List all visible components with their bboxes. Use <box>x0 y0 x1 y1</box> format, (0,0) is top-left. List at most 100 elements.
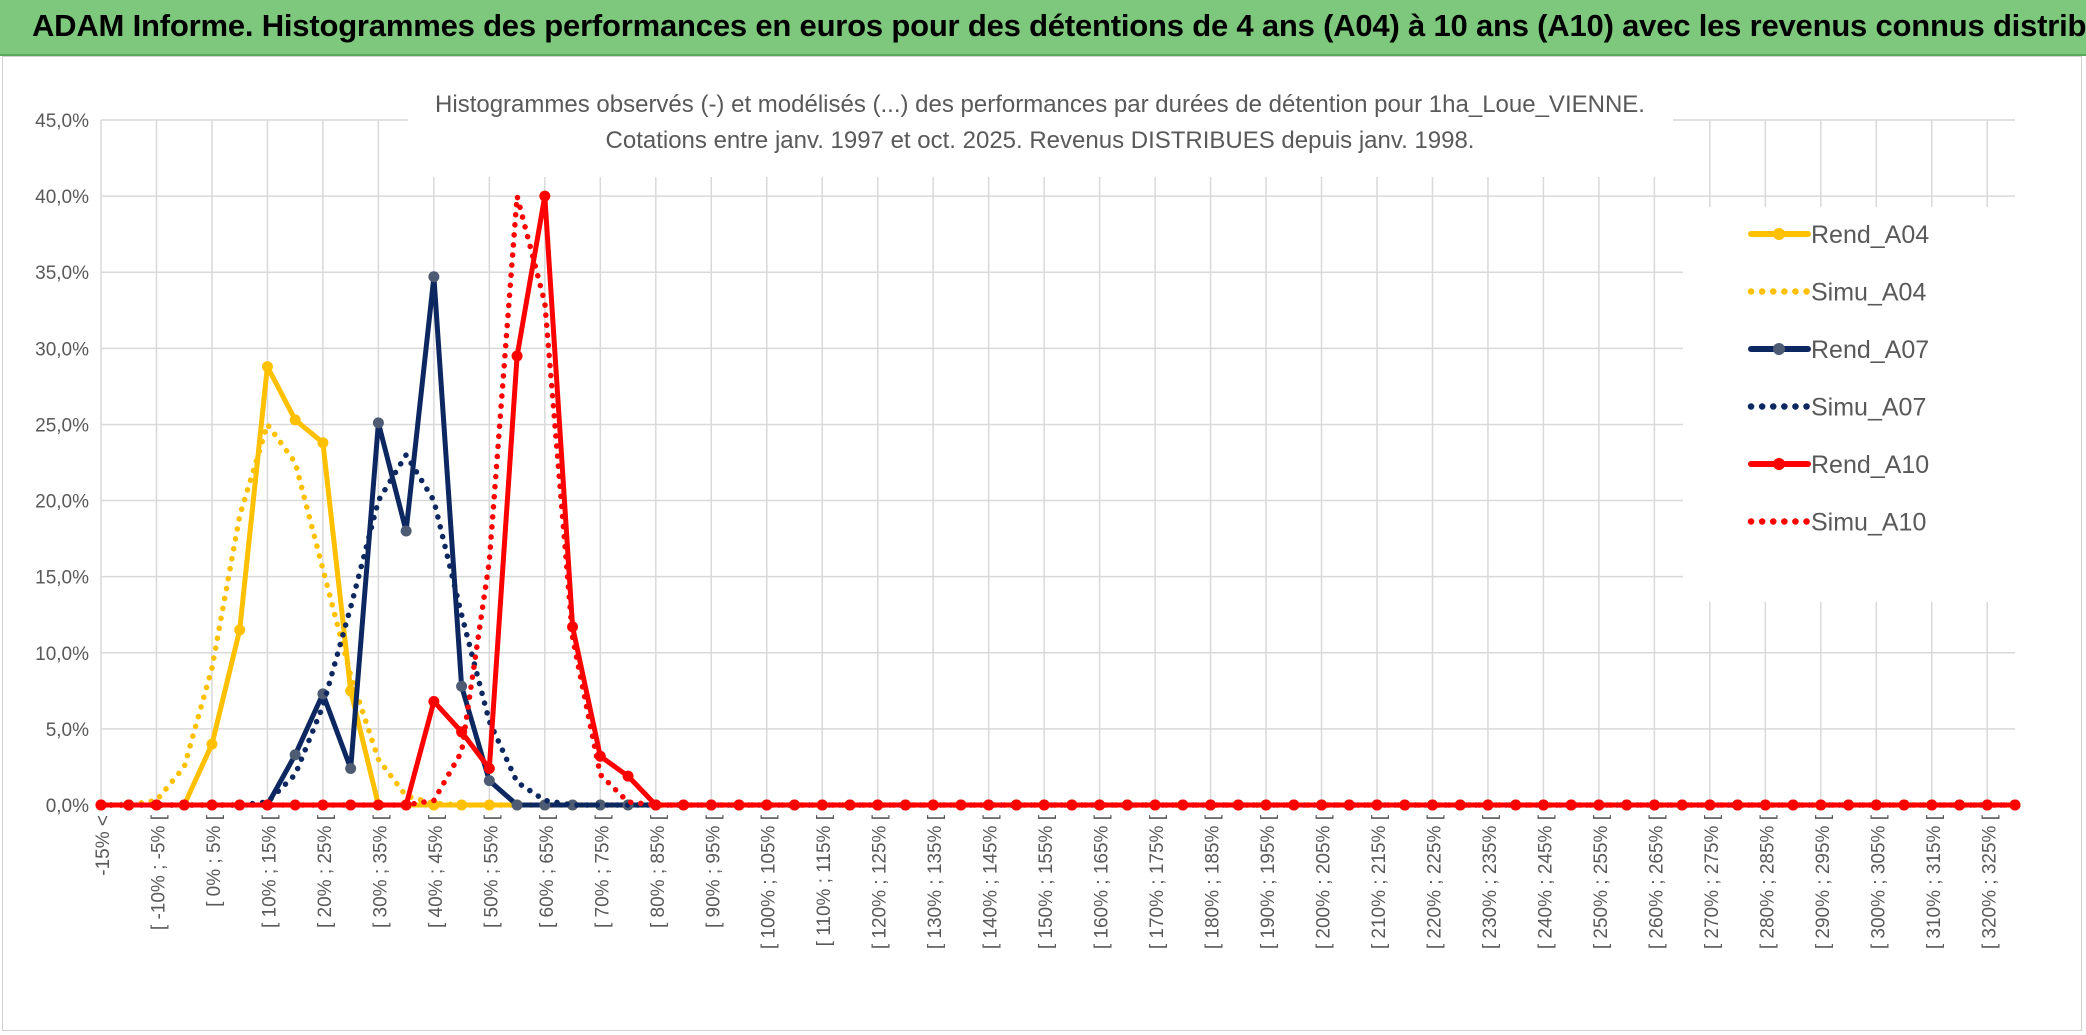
x-tick-label: [ 70% ; 75% [ <box>592 814 613 928</box>
data-point <box>567 799 579 811</box>
x-tick-label: [ 180% ; 185% [ <box>1203 814 1224 949</box>
data-point <box>345 762 357 774</box>
y-tick-label: 15,0% <box>35 568 89 589</box>
data-point <box>1510 799 1522 811</box>
data-point <box>483 762 495 774</box>
data-point <box>289 414 301 426</box>
data-point <box>1426 799 1438 811</box>
legend-label: Rend_A10 <box>1811 451 1929 479</box>
series-layer <box>95 190 2021 811</box>
x-tick-label: [ 140% ; 145% [ <box>981 814 1002 949</box>
data-point <box>345 799 357 811</box>
data-point <box>955 799 967 811</box>
y-tick-label: 40,0% <box>35 187 89 208</box>
legend-marker <box>1773 228 1785 240</box>
data-point <box>1621 799 1633 811</box>
legend-label: Rend_A07 <box>1811 336 1929 364</box>
legend-background <box>1683 207 2018 602</box>
x-tick-label: [ 240% ; 245% [ <box>1535 814 1556 949</box>
legend-label: Rend_A04 <box>1811 221 1929 249</box>
data-point <box>372 417 384 429</box>
data-point <box>345 685 357 697</box>
data-point <box>428 271 440 283</box>
data-point <box>650 799 662 811</box>
x-tick-label: -15% < <box>93 815 114 876</box>
data-point <box>372 799 384 811</box>
data-point <box>456 680 468 692</box>
data-point <box>1843 799 1855 811</box>
data-point <box>1648 799 1660 811</box>
data-point <box>428 695 440 707</box>
legend-marker <box>1773 343 1785 355</box>
y-tick-label: 10,0% <box>35 644 89 665</box>
data-point <box>1759 799 1771 811</box>
x-tick-label: [ 320% ; 325% [ <box>1979 814 2000 949</box>
x-tick-label: [ 20% ; 25% [ <box>315 814 336 928</box>
x-tick-label: [ 80% ; 85% [ <box>648 814 669 928</box>
chart-title-group: Histogrammes observés (-) et modélisés (… <box>408 79 1673 177</box>
series-rend-a10 <box>95 190 2021 811</box>
data-point <box>206 738 218 750</box>
y-tick-label: 25,0% <box>35 415 89 436</box>
x-tick-label: [ 30% ; 35% [ <box>370 814 391 928</box>
data-point <box>261 361 273 373</box>
data-point <box>1399 799 1411 811</box>
x-tick-label: [ 290% ; 295% [ <box>1813 814 1834 949</box>
y-tick-label: 20,0% <box>35 492 89 513</box>
x-tick-label: [ 90% ; 95% [ <box>703 814 724 928</box>
x-tick-label: [ 200% ; 205% [ <box>1314 814 1335 949</box>
data-point <box>150 799 162 811</box>
x-tick-label: [ 10% ; 15% [ <box>259 814 280 928</box>
x-tick-label: [ 280% ; 285% [ <box>1757 814 1778 949</box>
legend-marker <box>1773 458 1785 470</box>
y-tick-label: 5,0% <box>46 720 89 741</box>
data-point <box>539 190 551 202</box>
y-tick-label: 45,0% <box>35 111 89 132</box>
series-line <box>98 193 2018 808</box>
x-tick-label: [ 60% ; 65% [ <box>537 814 558 928</box>
data-point <box>1316 799 1328 811</box>
data-point <box>761 799 773 811</box>
data-point <box>1981 799 1993 811</box>
chart-subtitle: Cotations entre janv. 1997 et oct. 2025.… <box>606 127 1475 154</box>
data-point <box>400 525 412 537</box>
data-point <box>261 799 273 811</box>
data-point <box>1870 799 1882 811</box>
x-tick-label: [ 250% ; 255% [ <box>1591 814 1612 949</box>
x-tick-label: [ 210% ; 215% [ <box>1369 814 1390 949</box>
x-tick-label: [ 40% ; 45% [ <box>426 814 447 928</box>
data-point <box>483 775 495 787</box>
histogram-line-chart: 0,0% 5,0% 10,0% 15,0% 20,0% 25,0% 30,0% 35,0% 40… <box>35 79 2021 949</box>
x-tick-label: [ 220% ; 225% [ <box>1424 814 1445 949</box>
data-point <box>317 437 329 449</box>
chart-title: Histogrammes observés (-) et modélisés (… <box>435 91 1645 118</box>
data-point <box>594 799 606 811</box>
data-point <box>872 799 884 811</box>
y-axis-tick-labels: 0,0% 5,0% 10,0% 15,0% 20,0% 25,0% 30,0% 35,0% 40… <box>35 111 89 817</box>
data-point <box>1732 799 1744 811</box>
y-tick-label: 30,0% <box>35 339 89 360</box>
x-tick-label: [ 100% ; 105% [ <box>759 814 780 949</box>
y-tick-label: 35,0% <box>35 263 89 284</box>
data-point <box>1954 799 1966 811</box>
x-tick-label: [ 160% ; 165% [ <box>1092 814 1113 949</box>
x-tick-label: [ -10% ; -5% [ <box>148 814 169 930</box>
x-tick-label: [ 0% ; 5% [ <box>204 814 225 907</box>
data-point <box>289 749 301 761</box>
data-point <box>1288 799 1300 811</box>
data-point <box>1537 799 1549 811</box>
x-tick-label: [ 270% ; 275% [ <box>1702 814 1723 949</box>
data-point <box>1066 799 1078 811</box>
x-tick-label: [ 230% ; 235% [ <box>1480 814 1501 949</box>
x-tick-label: [ 50% ; 55% [ <box>481 814 502 928</box>
chart-frame: 0,0% 5,0% 10,0% 15,0% 20,0% 25,0% 30,0% 35,0% 40… <box>2 56 2082 1031</box>
title-background <box>408 79 1673 177</box>
y-tick-label: 0,0% <box>46 796 89 817</box>
x-tick-label: [ 170% ; 175% [ <box>1147 814 1168 949</box>
data-point <box>622 770 634 782</box>
x-tick-label: [ 190% ; 195% [ <box>1258 814 1279 949</box>
data-point <box>511 350 523 362</box>
page-title: ADAM Informe. Histogrammes des performan… <box>32 8 2086 43</box>
x-tick-label: [ 300% ; 305% [ <box>1868 814 1889 949</box>
x-tick-label: [ 260% ; 265% [ <box>1646 814 1667 949</box>
